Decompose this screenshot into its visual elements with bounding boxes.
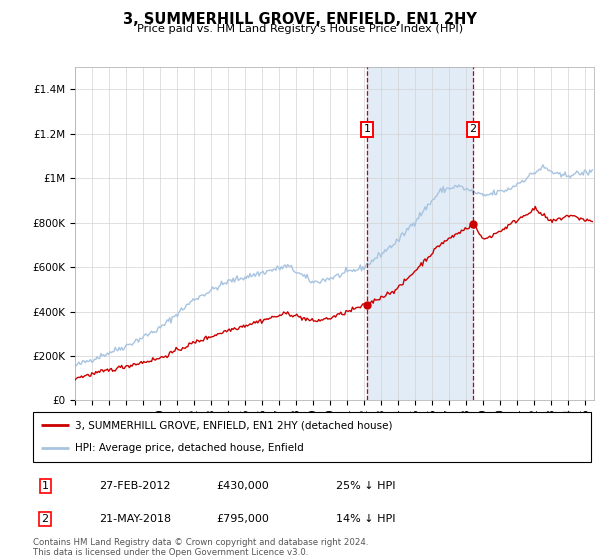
Text: 1: 1 bbox=[41, 480, 49, 491]
Text: 1: 1 bbox=[364, 124, 370, 134]
Text: £430,000: £430,000 bbox=[216, 480, 269, 491]
Text: Contains HM Land Registry data © Crown copyright and database right 2024.
This d: Contains HM Land Registry data © Crown c… bbox=[33, 538, 368, 557]
Text: 14% ↓ HPI: 14% ↓ HPI bbox=[336, 514, 395, 524]
Bar bbox=[367, 67, 473, 400]
Text: Price paid vs. HM Land Registry's House Price Index (HPI): Price paid vs. HM Land Registry's House … bbox=[137, 24, 463, 34]
Text: 2: 2 bbox=[469, 124, 476, 134]
Text: HPI: Average price, detached house, Enfield: HPI: Average price, detached house, Enfi… bbox=[75, 443, 304, 453]
Text: 3, SUMMERHILL GROVE, ENFIELD, EN1 2HY: 3, SUMMERHILL GROVE, ENFIELD, EN1 2HY bbox=[123, 12, 477, 27]
Text: 3, SUMMERHILL GROVE, ENFIELD, EN1 2HY (detached house): 3, SUMMERHILL GROVE, ENFIELD, EN1 2HY (d… bbox=[75, 420, 392, 430]
Text: 21-MAY-2018: 21-MAY-2018 bbox=[99, 514, 171, 524]
FancyBboxPatch shape bbox=[33, 412, 591, 462]
Text: 2: 2 bbox=[41, 514, 49, 524]
Text: 27-FEB-2012: 27-FEB-2012 bbox=[99, 480, 170, 491]
Text: 25% ↓ HPI: 25% ↓ HPI bbox=[336, 480, 395, 491]
Text: £795,000: £795,000 bbox=[216, 514, 269, 524]
